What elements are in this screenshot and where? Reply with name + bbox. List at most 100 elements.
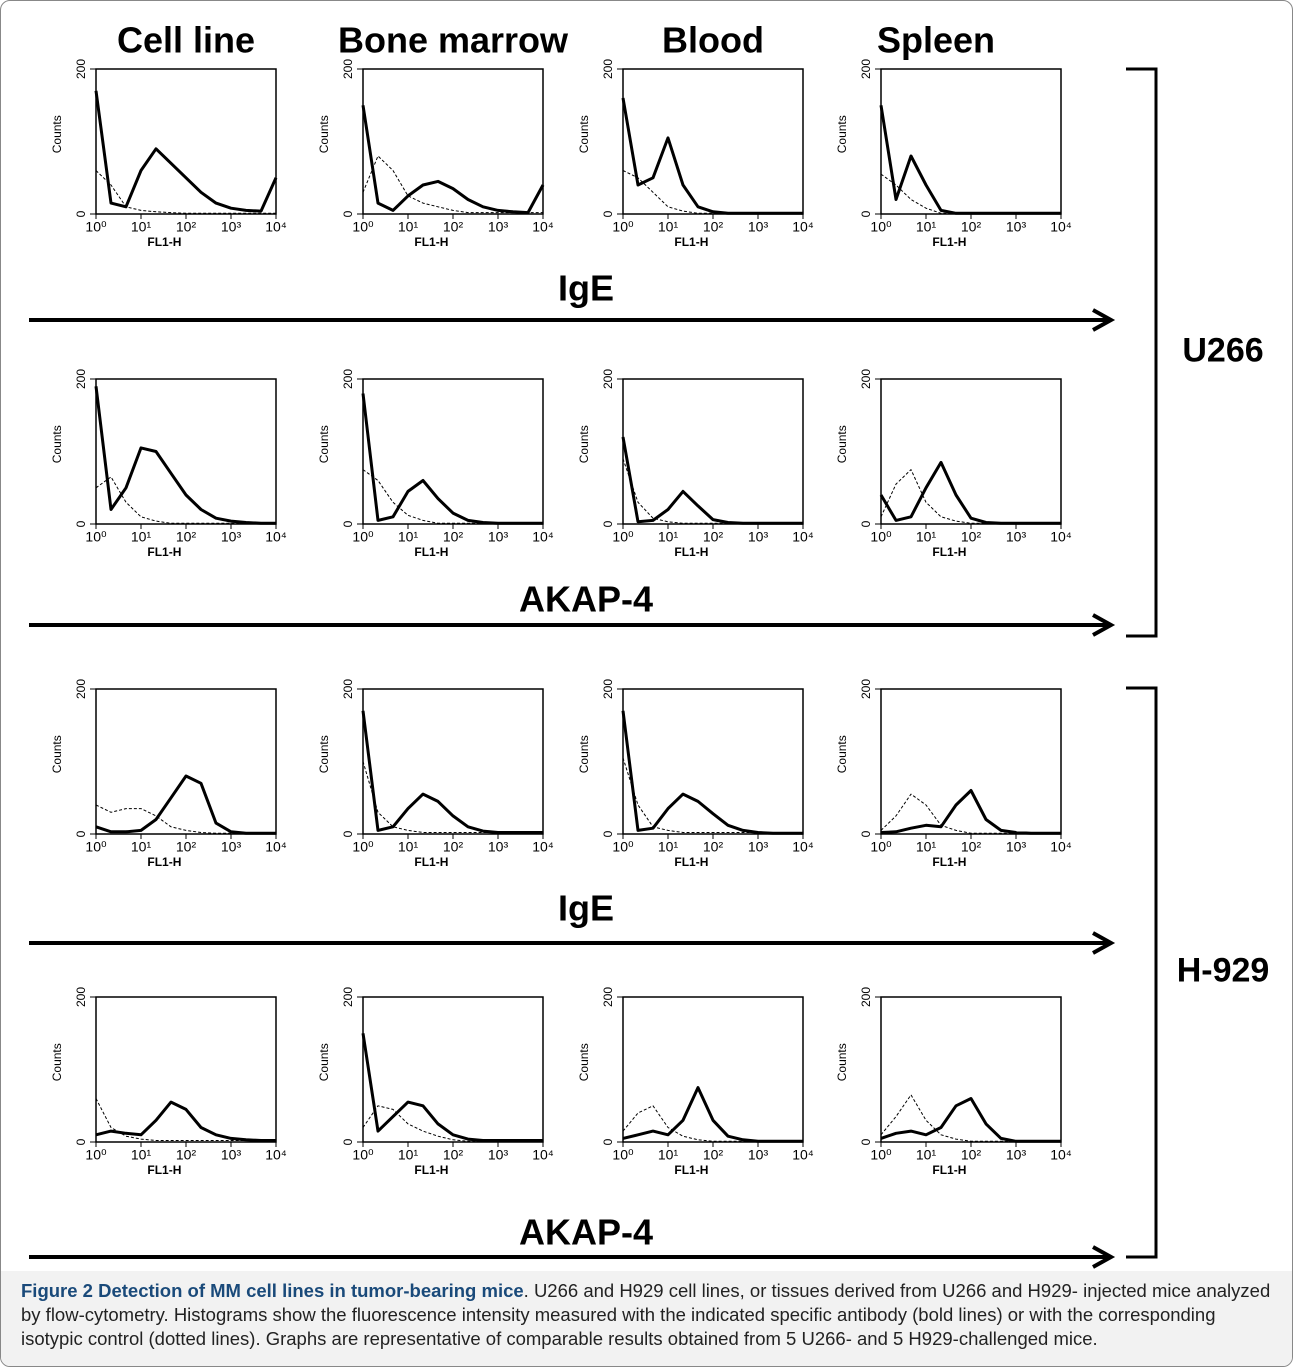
y-axis-label: Counts xyxy=(50,1043,64,1081)
specific-line xyxy=(622,1086,803,1143)
x-tick-label: 10¹ xyxy=(131,1147,152,1163)
x-tick-label: 10⁴ xyxy=(265,839,287,855)
specific-line xyxy=(621,710,803,835)
x-tick-label: 10² xyxy=(703,219,724,235)
control-line xyxy=(622,458,803,524)
y-axis-label: Counts xyxy=(50,425,64,463)
x-axis-label: FL1-H xyxy=(414,1163,448,1177)
x-tick-label: 10¹ xyxy=(398,529,419,545)
column-title: Bone marrow xyxy=(338,20,569,61)
y-tick-label: 0 xyxy=(74,1138,88,1145)
y-tick-label: 200 xyxy=(859,369,873,389)
y-tick-label: 0 xyxy=(859,1138,873,1145)
x-tick-label: 10³ xyxy=(748,219,769,235)
control-line xyxy=(95,476,276,524)
control-line xyxy=(362,1105,543,1142)
y-tick-label: 0 xyxy=(601,520,615,527)
marker-label: AKAP-4 xyxy=(519,1212,653,1253)
y-tick-label: 0 xyxy=(74,520,88,527)
x-axis-label: FL1-H xyxy=(147,235,181,249)
y-tick-label: 200 xyxy=(341,59,355,79)
y-tick-label: 0 xyxy=(74,210,88,217)
y-tick-label: 200 xyxy=(601,987,615,1007)
x-tick-label: 10⁴ xyxy=(265,219,287,235)
column-title: Blood xyxy=(662,20,764,61)
x-tick-label: 10⁰ xyxy=(870,1147,892,1163)
y-tick-label: 200 xyxy=(859,679,873,699)
x-tick-label: 10⁴ xyxy=(532,529,554,545)
x-tick-label: 10³ xyxy=(748,839,769,855)
x-tick-label: 10² xyxy=(176,219,197,235)
figure-panels: Cell line Bone marrow Blood Spleen IgE AKAP-4… xyxy=(29,20,1270,1269)
control-line xyxy=(622,757,803,833)
x-tick-label: 10⁰ xyxy=(352,529,374,545)
x-tick-label: 10⁴ xyxy=(1050,529,1072,545)
specific-line xyxy=(361,393,543,525)
x-tick-label: 10³ xyxy=(488,839,509,855)
x-tick-label: 10² xyxy=(176,839,197,855)
x-tick-label: 10² xyxy=(703,839,724,855)
y-tick-label: 200 xyxy=(859,987,873,1007)
y-tick-label: 200 xyxy=(859,59,873,79)
x-tick-label: 10² xyxy=(961,1147,982,1163)
bracket xyxy=(1126,67,1158,638)
x-tick-label: 10¹ xyxy=(916,839,937,855)
y-tick-label: 200 xyxy=(74,679,88,699)
x-tick-label: 10² xyxy=(176,1147,197,1163)
y-tick-label: 0 xyxy=(341,520,355,527)
y-axis-label: Counts xyxy=(50,735,64,773)
x-tick-label: 10⁰ xyxy=(612,839,634,855)
x-tick-label: 10⁴ xyxy=(792,529,814,545)
x-axis-label: FL1-H xyxy=(147,1163,181,1177)
y-tick-label: 200 xyxy=(341,679,355,699)
control-line xyxy=(622,170,803,214)
y-axis-label: Counts xyxy=(835,115,849,153)
y-tick-label: 200 xyxy=(74,987,88,1007)
specific-line xyxy=(361,710,543,834)
x-tick-label: 10⁰ xyxy=(85,839,107,855)
control-line xyxy=(95,170,276,214)
specific-line xyxy=(361,105,545,215)
caption: Figure 2 Detection of MM cell lines in t… xyxy=(1,1271,1292,1366)
plot-frame xyxy=(95,378,277,525)
x-tick-label: 10⁰ xyxy=(85,529,107,545)
specific-line xyxy=(879,460,1061,525)
x-tick-label: 10³ xyxy=(488,1147,509,1163)
x-axis-label: FL1-H xyxy=(674,235,708,249)
plot-frame xyxy=(622,378,804,525)
x-tick-label: 10⁰ xyxy=(612,219,634,235)
x-tick-label: 10⁰ xyxy=(352,219,374,235)
arrow-head xyxy=(1092,931,1116,955)
x-tick-label: 10¹ xyxy=(131,529,152,545)
marker-label: IgE xyxy=(558,888,614,929)
control-line xyxy=(880,469,1061,524)
x-axis-label: FL1-H xyxy=(414,235,448,249)
x-tick-label: 10⁴ xyxy=(532,839,554,855)
x-tick-label: 10⁰ xyxy=(870,839,892,855)
specific-line xyxy=(621,97,803,215)
plot-frame xyxy=(362,688,544,835)
x-tick-label: 10¹ xyxy=(916,219,937,235)
x-tick-label: 10¹ xyxy=(658,1147,679,1163)
x-tick-label: 10² xyxy=(961,839,982,855)
x-tick-label: 10³ xyxy=(488,529,509,545)
x-tick-label: 10⁰ xyxy=(612,529,634,545)
y-tick-label: 0 xyxy=(859,520,873,527)
bracket xyxy=(1126,686,1158,1259)
x-tick-label: 10¹ xyxy=(916,1147,937,1163)
y-axis-label: Counts xyxy=(317,735,331,773)
x-tick-label: 10¹ xyxy=(398,219,419,235)
y-axis-label: Counts xyxy=(835,425,849,463)
control-line xyxy=(362,469,543,524)
y-tick-label: 0 xyxy=(74,830,88,837)
group-label: H-929 xyxy=(1177,951,1270,989)
x-tick-label: 10⁰ xyxy=(612,1147,634,1163)
x-tick-label: 10² xyxy=(443,219,464,235)
x-tick-label: 10³ xyxy=(748,1147,769,1163)
x-tick-label: 10¹ xyxy=(131,219,152,235)
x-tick-label: 10² xyxy=(443,1147,464,1163)
group-label: U266 xyxy=(1182,331,1263,369)
x-tick-label: 10⁴ xyxy=(532,219,554,235)
plot-frame xyxy=(362,68,544,215)
